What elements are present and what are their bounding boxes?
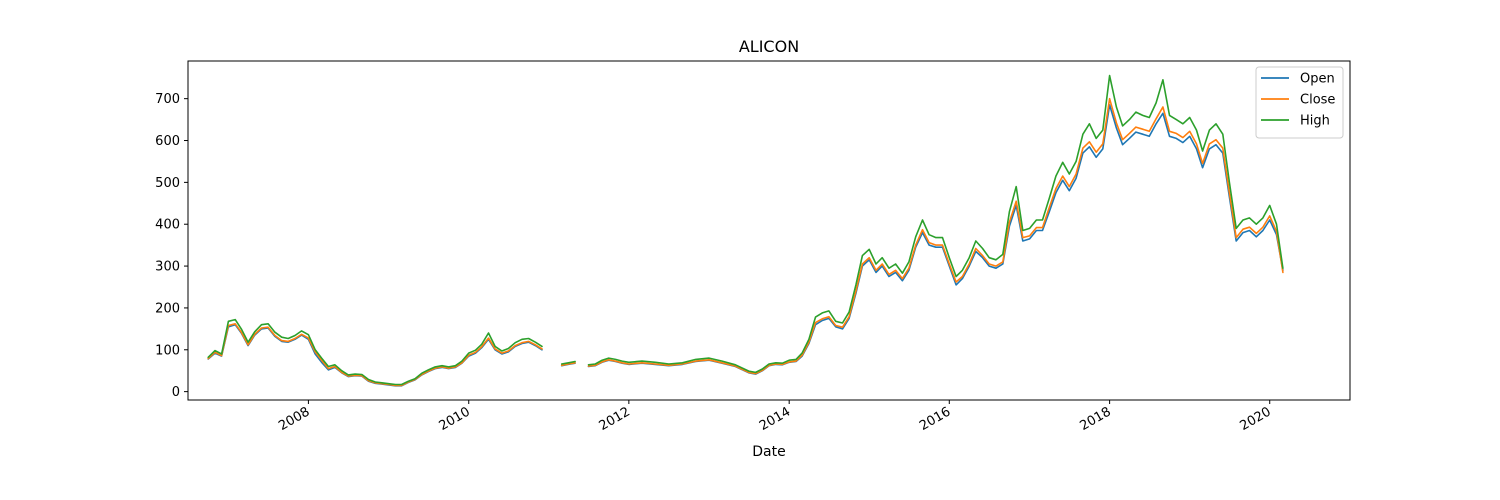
x-tick-label: 2020: [1238, 404, 1274, 434]
y-tick-label: 100: [155, 343, 180, 358]
y-tick-label: 600: [155, 134, 180, 149]
series-line-close-segment-0: [207, 322, 543, 387]
chart-title: ALICON: [739, 37, 799, 56]
plot-lines: [207, 74, 1284, 387]
x-axis-ticks: 2008 2010 2012 2014 2016 2018 2020: [276, 400, 1274, 434]
series-line-high-segment-2: [587, 74, 1284, 374]
series-line-open-segment-2: [587, 104, 1284, 375]
y-tick-label: 300: [155, 260, 180, 275]
x-tick-label: 2016: [917, 404, 953, 434]
series-line-close-segment-2: [587, 97, 1284, 375]
y-axis-ticks: 0 100 200 300 400 500 600 700: [155, 92, 188, 400]
y-tick-label: 200: [155, 301, 180, 316]
series-line-high-segment-1: [560, 360, 576, 365]
x-axis-label: Date: [752, 444, 785, 460]
y-tick-label: 700: [155, 92, 180, 107]
legend: Open Close High: [1255, 66, 1344, 139]
y-tick-label: 400: [155, 218, 180, 233]
x-tick-label: 2012: [597, 404, 633, 434]
legend-label-open: Open: [1300, 72, 1335, 87]
series-line-close-segment-1: [560, 361, 576, 367]
legend-label-close: Close: [1300, 93, 1335, 108]
series-line-open-segment-0: [207, 323, 543, 387]
x-tick-label: 2008: [276, 404, 312, 434]
legend-label-high: High: [1300, 114, 1330, 129]
y-tick-label: 500: [155, 176, 180, 191]
y-tick-label: 0: [172, 385, 180, 400]
series-line-high-segment-0: [207, 318, 543, 386]
plot-frame: [187, 60, 1351, 401]
x-tick-label: 2018: [1077, 404, 1113, 434]
x-tick-label: 2014: [757, 404, 793, 434]
x-tick-label: 2010: [437, 404, 473, 434]
